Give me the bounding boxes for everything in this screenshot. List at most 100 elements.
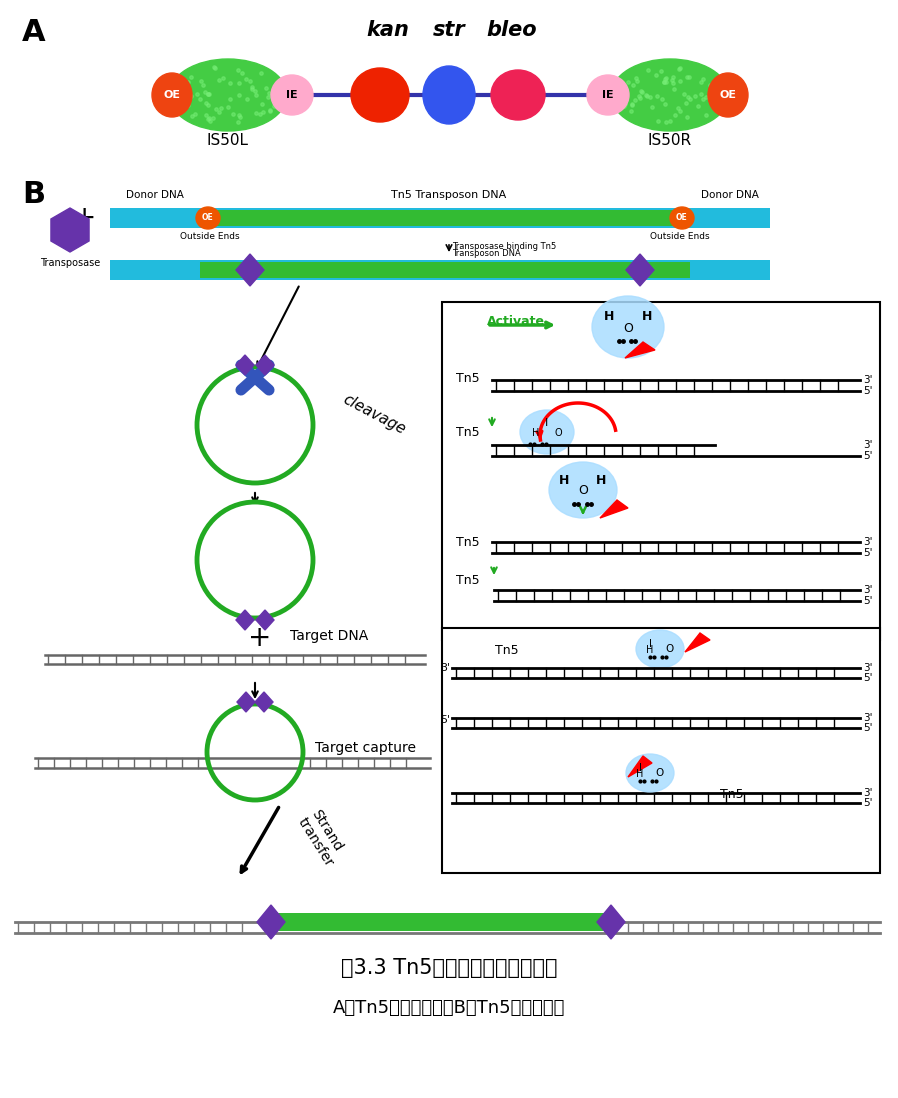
Text: H: H <box>533 428 540 438</box>
Text: bleo: bleo <box>487 20 537 40</box>
Text: Tn5: Tn5 <box>456 371 480 384</box>
Text: H: H <box>647 645 654 656</box>
Text: Tn5: Tn5 <box>456 426 480 438</box>
Polygon shape <box>237 692 255 712</box>
Text: Target DNA: Target DNA <box>290 629 368 643</box>
Text: cleavage: cleavage <box>340 392 408 438</box>
Text: IS50R: IS50R <box>648 133 692 148</box>
Bar <box>200 262 690 278</box>
Bar <box>272 914 610 931</box>
Text: 5': 5' <box>863 451 873 461</box>
Text: I: I <box>648 639 652 649</box>
Text: 5': 5' <box>863 596 873 606</box>
Text: 5': 5' <box>863 548 873 558</box>
Ellipse shape <box>152 72 192 117</box>
Text: O: O <box>665 645 674 654</box>
Text: OE: OE <box>676 213 688 223</box>
Text: +: + <box>74 204 97 232</box>
Ellipse shape <box>611 59 729 131</box>
Ellipse shape <box>708 72 748 117</box>
Text: OE: OE <box>163 90 180 100</box>
Text: 3': 3' <box>863 376 873 385</box>
Text: Outside Ends: Outside Ends <box>650 232 709 240</box>
Polygon shape <box>685 634 710 652</box>
Text: A：Tn5转座子结构；B：Tn5转座机制。: A：Tn5转座子结构；B：Tn5转座机制。 <box>333 999 565 1017</box>
Text: O: O <box>655 768 663 778</box>
Ellipse shape <box>670 208 694 229</box>
Text: 5': 5' <box>863 798 873 808</box>
Text: 5': 5' <box>440 715 450 725</box>
Text: Transposase: Transposase <box>40 258 100 268</box>
Ellipse shape <box>491 70 545 120</box>
Text: IE: IE <box>603 90 614 100</box>
Polygon shape <box>600 500 628 518</box>
Ellipse shape <box>587 75 629 115</box>
Text: Transposon DNA: Transposon DNA <box>452 249 521 258</box>
Polygon shape <box>625 341 655 358</box>
Text: Donor DNA: Donor DNA <box>126 190 184 200</box>
Bar <box>200 210 690 226</box>
Text: H: H <box>559 473 569 486</box>
Polygon shape <box>236 355 254 376</box>
Text: OE: OE <box>202 213 214 223</box>
Text: H: H <box>595 473 606 486</box>
Text: B: B <box>22 180 45 209</box>
Polygon shape <box>628 757 652 777</box>
Text: 3': 3' <box>863 440 873 450</box>
Polygon shape <box>236 610 254 630</box>
Text: OE: OE <box>719 90 736 100</box>
Text: Tn5: Tn5 <box>456 573 480 586</box>
Text: Target capture: Target capture <box>315 741 416 755</box>
Text: I: I <box>638 763 641 773</box>
Text: H: H <box>637 769 644 778</box>
Polygon shape <box>255 692 273 712</box>
Text: A: A <box>22 18 46 47</box>
Text: 3': 3' <box>863 537 873 547</box>
Text: Tn5 Transposon DNA: Tn5 Transposon DNA <box>392 190 506 200</box>
Text: O: O <box>578 484 588 497</box>
Ellipse shape <box>592 296 664 358</box>
Text: I: I <box>545 418 549 428</box>
Ellipse shape <box>423 66 475 124</box>
Polygon shape <box>256 610 274 630</box>
Text: 3': 3' <box>863 663 873 673</box>
Text: 5': 5' <box>863 673 873 683</box>
Bar <box>110 260 770 280</box>
Text: O: O <box>623 322 633 335</box>
Text: 3': 3' <box>863 585 873 595</box>
Ellipse shape <box>169 59 287 131</box>
Text: Tn5: Tn5 <box>720 788 744 802</box>
Text: 5': 5' <box>863 386 873 396</box>
Polygon shape <box>597 905 625 939</box>
Bar <box>110 208 770 228</box>
Ellipse shape <box>626 754 674 792</box>
Ellipse shape <box>351 68 409 122</box>
Text: IE: IE <box>286 90 298 100</box>
Ellipse shape <box>549 462 617 518</box>
Text: O: O <box>554 428 562 438</box>
Text: Transposase binding Tn5: Transposase binding Tn5 <box>452 242 556 251</box>
Text: Tn5: Tn5 <box>495 643 519 657</box>
Text: Outside Ends: Outside Ends <box>180 232 240 240</box>
Polygon shape <box>626 254 654 285</box>
Polygon shape <box>51 208 89 253</box>
Bar <box>442 302 880 640</box>
Text: 5': 5' <box>863 722 873 733</box>
Text: H: H <box>603 310 614 323</box>
Text: 3': 3' <box>863 788 873 798</box>
Text: Strand
transfer: Strand transfer <box>295 807 349 870</box>
Text: Tn5: Tn5 <box>456 536 480 549</box>
Bar <box>442 628 880 873</box>
Ellipse shape <box>271 75 313 115</box>
Polygon shape <box>236 254 264 285</box>
Ellipse shape <box>520 410 574 453</box>
Text: 3': 3' <box>440 663 450 673</box>
Polygon shape <box>257 905 285 939</box>
Text: Activate: Activate <box>487 315 545 328</box>
Text: Donor DNA: Donor DNA <box>701 190 759 200</box>
Text: 3': 3' <box>863 713 873 722</box>
Text: 图3.3 Tn5转座子结构和转座机制: 图3.3 Tn5转座子结构和转座机制 <box>340 957 558 978</box>
Ellipse shape <box>196 208 220 229</box>
Text: H: H <box>642 310 652 323</box>
Text: kan: kan <box>366 20 409 40</box>
